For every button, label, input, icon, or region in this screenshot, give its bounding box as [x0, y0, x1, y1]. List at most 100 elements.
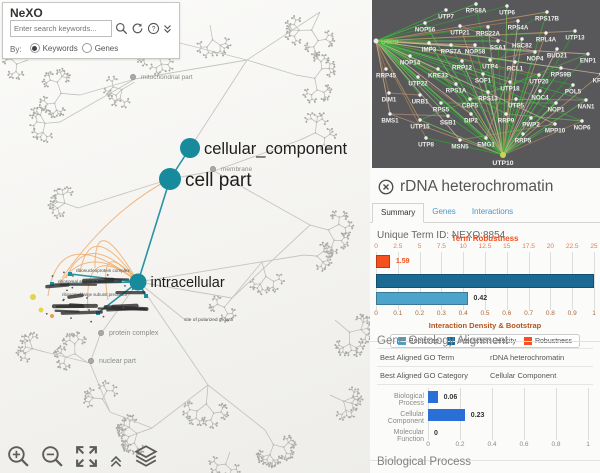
tick-label: 0.6 [502, 310, 512, 317]
tick-label: 0 [374, 243, 378, 250]
tab-interactions[interactable]: Interactions [471, 207, 514, 216]
gene-node[interactable] [444, 8, 448, 12]
tick-label: 1 [592, 310, 596, 317]
gene-node[interactable] [449, 43, 453, 47]
gene-node[interactable] [424, 136, 428, 140]
gene-network-panel[interactable]: UTP7 RPS8A UTP6 RPS17B NOP56 UTP21 RPS22A RPS4A… [372, 0, 600, 168]
chart-plot: 1.59 0.42 [376, 252, 595, 310]
bar-value-label: 1.59 [395, 258, 410, 265]
gene-node[interactable] [538, 89, 542, 93]
search-input[interactable] [10, 20, 112, 37]
fit-view-icon[interactable] [74, 444, 99, 469]
tick-label: 0.2 [455, 441, 465, 448]
gene-node[interactable] [533, 50, 537, 54]
gene-node[interactable] [481, 72, 485, 76]
term-label: mitochondrial part [141, 74, 193, 81]
help-icon[interactable]: ? [147, 22, 160, 35]
gene-node[interactable] [436, 67, 440, 71]
close-icon[interactable] [378, 179, 394, 195]
radio-dot[interactable] [29, 43, 40, 53]
gene-hub-node[interactable] [373, 38, 379, 44]
gene-node[interactable] [454, 82, 458, 86]
gene-node[interactable] [458, 138, 462, 142]
gene-node[interactable] [418, 118, 422, 122]
gene-node[interactable] [513, 60, 517, 64]
term-node[interactable] [180, 138, 200, 158]
gene-node[interactable] [554, 101, 558, 105]
gene-node[interactable] [505, 4, 509, 8]
gene-label: RCL1 [507, 66, 524, 73]
ontology-network[interactable]: mitochondrial part membrane protein comple… [0, 0, 370, 473]
gene-label: NOP56 [415, 27, 436, 34]
layers-icon[interactable] [133, 443, 159, 469]
gene-node[interactable] [418, 93, 422, 97]
gene-network[interactable]: UTP7 RPS8A UTP6 RPS17B NOP56 UTP21 RPS22A RPS4A… [372, 0, 600, 168]
gene-label: UTP15 [410, 124, 430, 131]
gene-node[interactable] [504, 112, 508, 116]
gene-node[interactable] [408, 54, 412, 58]
gene-node[interactable] [520, 37, 524, 41]
gene-hub-node[interactable] [500, 152, 506, 158]
gene-node[interactable] [423, 21, 427, 25]
gene-node[interactable] [460, 59, 464, 63]
gene-node[interactable] [416, 75, 420, 79]
gene-node[interactable] [586, 52, 590, 56]
radio-genes[interactable]: Genes [81, 43, 118, 53]
gene-node[interactable] [384, 67, 388, 71]
gene-node[interactable] [486, 90, 490, 94]
gene-node[interactable] [516, 19, 520, 23]
tick-label: 0.2 [415, 310, 425, 317]
collapse-icon[interactable] [108, 453, 124, 469]
gene-node[interactable] [537, 73, 541, 77]
tick-label: 0.5 [480, 310, 490, 317]
go-category-chart: 0 0.2 0.4 0.6 0.8 1 0.06 0.23 0 Biological Proces… [370, 388, 600, 454]
zoom-in-icon[interactable] [6, 444, 31, 469]
radio-keywords[interactable]: Keywords [29, 43, 78, 53]
gene-label: RPS1A [446, 88, 467, 95]
tab-summary[interactable]: Summary [372, 203, 425, 223]
gene-node[interactable] [387, 91, 391, 95]
zoom-out-icon[interactable] [40, 444, 65, 469]
gridline [492, 388, 493, 440]
gene-node[interactable] [486, 25, 490, 29]
gene-node[interactable] [484, 136, 488, 140]
gene-node[interactable] [488, 58, 492, 62]
gene-node[interactable] [545, 10, 549, 14]
gene-label: RPS5 [433, 107, 450, 114]
gene-node[interactable] [388, 112, 392, 116]
gene-node[interactable] [521, 132, 525, 136]
gene-node[interactable] [580, 119, 584, 123]
gene-node[interactable] [458, 24, 462, 28]
gene-node[interactable] [571, 83, 575, 87]
gene-node[interactable] [446, 114, 450, 118]
search-icon[interactable] [115, 22, 128, 35]
ontology-canvas[interactable]: mitochondrial part membrane protein comple… [0, 0, 370, 473]
gene-node[interactable] [544, 31, 548, 35]
gene-node[interactable] [559, 66, 563, 70]
tab-genes[interactable]: Genes [432, 207, 456, 216]
app-title: NeXO [10, 6, 43, 20]
gene-node[interactable] [439, 101, 443, 105]
gene-node[interactable] [473, 43, 477, 47]
gene-node[interactable] [529, 116, 533, 120]
collapse-panel-icon[interactable] [163, 23, 172, 34]
radio-dot[interactable] [81, 43, 92, 53]
refresh-icon[interactable] [131, 22, 144, 35]
gene-node[interactable] [514, 97, 518, 101]
gene-node[interactable] [427, 41, 431, 45]
gene-node[interactable] [508, 80, 512, 84]
term-node-label: cell part [185, 170, 252, 191]
gene-node[interactable] [555, 47, 559, 51]
go-alignment-table: Best Aligned GO Term rDNA heterochromatin… [377, 348, 593, 385]
term-node[interactable] [129, 273, 147, 291]
gene-node[interactable] [469, 112, 473, 116]
tick-label: 10 [459, 243, 467, 250]
gene-node[interactable] [496, 39, 500, 43]
gene-node[interactable] [553, 122, 557, 126]
tick-label: 0.4 [458, 310, 468, 317]
gene-node[interactable] [573, 29, 577, 33]
gene-node[interactable] [474, 2, 478, 6]
gene-node[interactable] [468, 97, 472, 101]
gene-node[interactable] [584, 98, 588, 102]
term-node[interactable] [159, 168, 181, 190]
